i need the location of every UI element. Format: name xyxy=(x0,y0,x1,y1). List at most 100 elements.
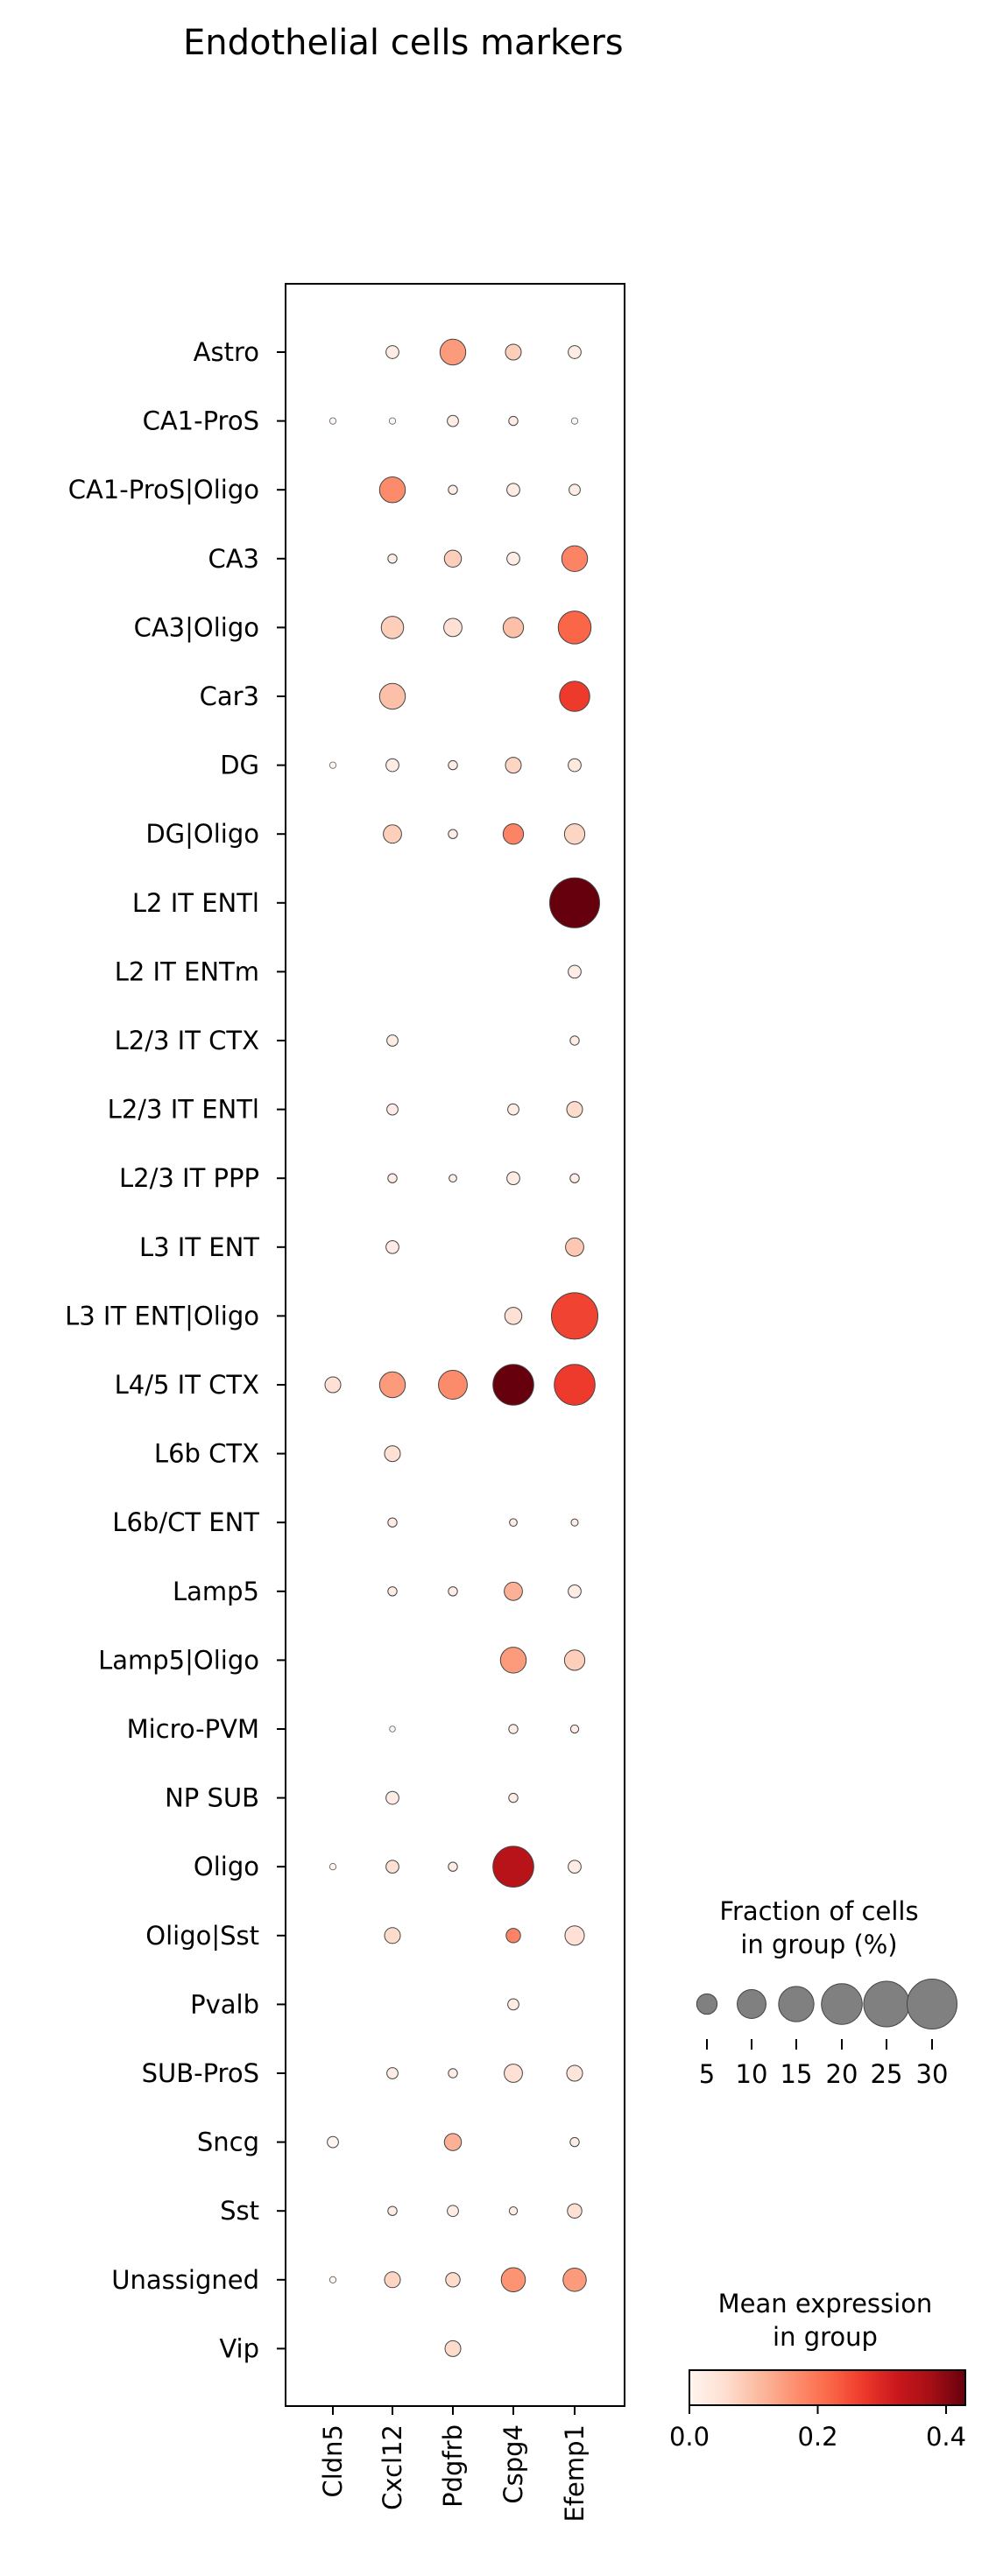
row-label: L2/3 IT CTX xyxy=(115,1026,259,1055)
column-label: Efemp1 xyxy=(560,2424,590,2522)
size-legend-dot xyxy=(863,1980,910,2028)
dot xyxy=(439,338,467,366)
dot xyxy=(506,551,520,566)
plot-frame xyxy=(285,283,625,2407)
size-legend-dot xyxy=(737,1989,766,2019)
dot xyxy=(508,2206,519,2216)
dot xyxy=(449,1174,457,1183)
dot xyxy=(443,549,463,568)
dot xyxy=(564,1925,585,1946)
dot xyxy=(378,1371,406,1399)
dot xyxy=(568,964,582,979)
dot xyxy=(507,1103,519,1116)
size-legend-label: 10 xyxy=(736,2059,768,2089)
size-legend-dot xyxy=(778,1986,815,2022)
dot xyxy=(385,758,399,773)
dot xyxy=(387,554,398,564)
dot xyxy=(568,1584,582,1599)
row-label: L3 IT ENT xyxy=(139,1232,259,1262)
dot xyxy=(563,823,586,845)
dot xyxy=(502,617,525,639)
dot xyxy=(386,1103,399,1116)
dot xyxy=(444,2340,462,2357)
size-legend-label: 20 xyxy=(826,2059,858,2089)
colorbar-tick-label: 0.2 xyxy=(797,2422,837,2452)
column-labels: Cldn5 Cxcl12 Pdgfrb Cspg4 Efemp1 xyxy=(318,2406,590,2522)
dot xyxy=(566,1101,583,1119)
dot xyxy=(569,1173,580,1183)
dot xyxy=(506,1171,520,1186)
dot xyxy=(385,1860,399,1874)
row-label: Pvalb xyxy=(190,1989,259,2019)
row-label: Unassigned xyxy=(111,2265,259,2295)
row-label: Oligo|Sst xyxy=(145,1921,259,1951)
dot xyxy=(447,414,459,427)
row-label: Sncg xyxy=(197,2128,259,2157)
dot xyxy=(328,761,337,769)
dot xyxy=(554,1364,596,1406)
color-legend: Mean expression in group 0.0 0.2 0.4 xyxy=(669,2289,966,2452)
dot xyxy=(443,2133,463,2151)
dot xyxy=(448,2068,458,2078)
dot xyxy=(447,2205,459,2218)
row-label: CA3|Oligo xyxy=(134,612,259,642)
dot xyxy=(386,1034,399,1047)
row-label: Lamp5|Oligo xyxy=(98,1645,259,1675)
dot xyxy=(448,759,458,771)
dot xyxy=(569,2136,580,2148)
dot xyxy=(570,1518,579,1527)
dot xyxy=(505,343,522,361)
dot xyxy=(445,2272,461,2288)
row-label: DG|Oligo xyxy=(145,819,259,849)
dot xyxy=(505,1928,521,1944)
dot xyxy=(508,415,519,427)
chart-title: Endothelial cells markers xyxy=(183,23,624,63)
dot xyxy=(508,1724,519,1734)
dot xyxy=(557,610,592,645)
dot xyxy=(504,2064,523,2083)
dot xyxy=(507,1998,519,2011)
dot xyxy=(438,1370,468,1400)
row-label: Vip xyxy=(219,2333,259,2363)
dot xyxy=(504,1307,523,1325)
dots xyxy=(324,338,600,2357)
dot xyxy=(559,681,590,712)
dot xyxy=(504,1581,523,1601)
dot xyxy=(328,2276,337,2283)
dot xyxy=(562,2268,587,2292)
dot xyxy=(380,616,405,639)
dot xyxy=(448,1586,458,1597)
dot xyxy=(448,484,458,495)
dot xyxy=(448,829,458,839)
row-label: Oligo xyxy=(194,1852,259,1881)
dot xyxy=(328,1863,337,1871)
size-legend-dot xyxy=(696,1993,718,2015)
row-label: Micro-PVM xyxy=(127,1714,259,1744)
dot xyxy=(565,1237,584,1257)
row-label: L2 IT ENTl xyxy=(132,888,259,918)
row-label: NP SUB xyxy=(165,1783,259,1813)
dot xyxy=(389,1726,396,1733)
dot xyxy=(385,345,399,359)
dot xyxy=(327,2135,339,2149)
size-legend: Fraction of cells in group (%) 5 10 15 20 25 3… xyxy=(696,1896,957,2089)
row-label: L2 IT ENTm xyxy=(115,956,259,986)
size-legend-label: 5 xyxy=(699,2059,715,2089)
dot xyxy=(569,1724,580,1734)
dot xyxy=(387,1586,398,1597)
dot xyxy=(388,417,397,425)
row-label: L6b/CT ENT xyxy=(112,1507,259,1537)
dot xyxy=(328,417,337,425)
dot xyxy=(508,1792,519,1803)
dot xyxy=(502,823,525,845)
color-legend-title: Mean expression in group xyxy=(718,2289,933,2352)
row-label: DG xyxy=(220,751,259,780)
dot xyxy=(567,2203,583,2219)
colorbar xyxy=(689,2369,966,2406)
row-label: Sst xyxy=(220,2196,259,2226)
dot xyxy=(386,2067,399,2079)
dot xyxy=(509,1518,518,1528)
dot xyxy=(387,2205,398,2216)
dot xyxy=(549,877,600,928)
